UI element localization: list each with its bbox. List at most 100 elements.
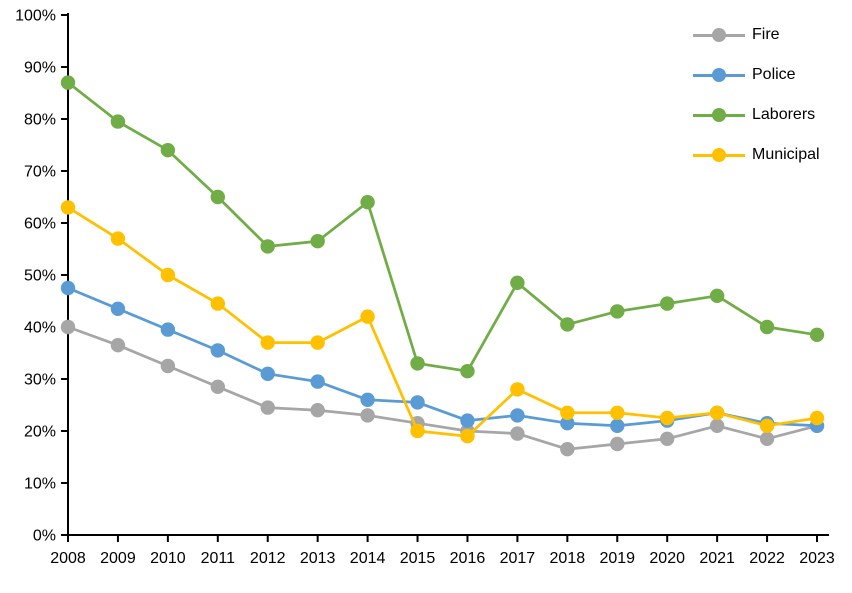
- data-point-marker-municipal: [160, 267, 176, 283]
- x-axis-tick-label: 2009: [100, 550, 136, 567]
- data-point-marker-municipal: [210, 296, 225, 311]
- data-point-marker-laborers: [610, 304, 625, 319]
- y-axis-tick-label: 60%: [24, 216, 56, 233]
- data-point-marker-municipal: [110, 231, 126, 246]
- y-axis-tick-label: 40%: [24, 320, 56, 337]
- series-line-laborers: [66, 81, 819, 373]
- series-line-municipal: [66, 206, 819, 438]
- x-axis-tick-label: 2016: [450, 550, 486, 567]
- data-point-marker-municipal: [460, 429, 475, 444]
- data-point-marker-police: [610, 418, 625, 433]
- police-marker-dot: [712, 68, 726, 82]
- x-axis-tick-label: 2018: [550, 550, 586, 567]
- data-point-marker-police: [360, 392, 375, 407]
- y-axis-tick-label: 30%: [24, 372, 56, 389]
- legend: Fire Police Laborers Municipal: [693, 25, 843, 185]
- data-point-marker-police: [160, 322, 176, 337]
- data-point-marker-police: [560, 416, 575, 431]
- data-point-marker-laborers: [410, 356, 425, 371]
- x-axis-tick-label: 2014: [350, 550, 386, 567]
- x-axis-tick-label: 2015: [400, 550, 436, 567]
- data-point-marker-fire: [709, 418, 725, 433]
- data-point-marker-fire: [60, 319, 76, 335]
- data-point-marker-laborers: [560, 317, 575, 332]
- data-point-marker-fire: [160, 358, 176, 374]
- data-point-marker-municipal: [709, 405, 725, 420]
- data-point-marker-laborers: [160, 143, 176, 158]
- y-axis-tick-label: 70%: [24, 164, 56, 181]
- y-axis-tick-label: 80%: [24, 112, 56, 129]
- data-point-marker-municipal: [510, 382, 525, 397]
- y-axis-tick-label: 0%: [33, 528, 56, 545]
- data-point-marker-police: [310, 374, 325, 389]
- data-point-marker-fire: [210, 379, 225, 394]
- x-axis-tick-label: 2011: [201, 550, 236, 567]
- municipal-marker-dot: [712, 148, 726, 162]
- x-axis-tick-label: 2020: [649, 550, 685, 567]
- data-point-marker-fire: [510, 426, 525, 441]
- laborers-series-swatch: [693, 105, 745, 125]
- data-point-marker-municipal: [759, 418, 775, 433]
- x-axis-tick-label: 2017: [500, 550, 536, 567]
- data-point-marker-police: [510, 408, 525, 423]
- x-axis-tick-label: 2021: [699, 550, 735, 567]
- data-point-marker-fire: [759, 431, 775, 446]
- data-point-marker-laborers: [809, 327, 825, 342]
- x-axis-tick-label: 2019: [599, 550, 635, 567]
- y-axis-tick-label: 50%: [24, 268, 56, 285]
- data-point-marker-municipal: [610, 405, 625, 420]
- data-point-marker-fire: [260, 400, 275, 415]
- data-point-marker-laborers: [709, 288, 725, 303]
- y-axis-tick-label: 20%: [24, 424, 56, 441]
- data-point-marker-laborers: [360, 195, 375, 210]
- fire-series-swatch: [693, 25, 745, 45]
- y-axis-tick-label: 100%: [15, 8, 56, 25]
- fire-marker-dot: [712, 28, 726, 42]
- data-point-marker-police: [410, 395, 425, 410]
- x-axis-tick-label: 2008: [50, 550, 86, 567]
- legend-item-police: Police: [693, 65, 843, 85]
- data-point-marker-municipal: [310, 335, 325, 350]
- laborers-marker-dot: [712, 108, 726, 122]
- data-point-marker-fire: [660, 431, 675, 446]
- data-point-marker-police: [460, 413, 475, 428]
- data-point-marker-municipal: [560, 405, 575, 420]
- data-point-marker-municipal: [809, 410, 825, 426]
- data-point-marker-municipal: [260, 335, 275, 350]
- data-point-marker-laborers: [660, 296, 675, 311]
- x-axis-tick-label: 2013: [300, 550, 336, 567]
- data-point-marker-municipal: [60, 200, 76, 215]
- legend-label-police: Police: [752, 66, 796, 83]
- data-point-marker-fire: [360, 408, 375, 423]
- data-point-marker-fire: [110, 338, 126, 353]
- data-point-marker-laborers: [510, 275, 525, 290]
- data-point-marker-fire: [310, 403, 325, 418]
- x-axis-tick-label: 2023: [799, 550, 835, 567]
- data-point-marker-police: [260, 366, 275, 381]
- data-point-marker-municipal: [410, 423, 425, 439]
- data-point-marker-laborers: [60, 75, 76, 90]
- series-line-fire: [66, 325, 819, 451]
- municipal-series-swatch: [693, 145, 745, 165]
- y-axis-tick-label: 90%: [24, 60, 56, 77]
- data-point-marker-fire: [610, 436, 625, 452]
- data-point-marker-laborers: [460, 364, 475, 379]
- legend-item-municipal: Municipal: [693, 145, 843, 165]
- legend-label-laborers: Laborers: [752, 106, 816, 123]
- data-point-marker-laborers: [110, 114, 126, 129]
- y-axis-tick-label: 10%: [24, 476, 56, 493]
- data-point-marker-police: [110, 301, 126, 316]
- data-point-marker-police: [60, 280, 76, 296]
- data-point-marker-laborers: [310, 234, 325, 249]
- legend-item-laborers: Laborers: [693, 105, 843, 125]
- legend-item-fire: Fire: [693, 25, 843, 45]
- x-axis-tick-label: 2012: [250, 550, 286, 567]
- police-series-swatch: [693, 65, 745, 85]
- data-point-marker-municipal: [660, 410, 675, 426]
- data-point-marker-municipal: [360, 309, 375, 324]
- series-line-police: [66, 286, 819, 428]
- data-point-marker-fire: [560, 442, 575, 457]
- data-point-marker-laborers: [260, 239, 275, 254]
